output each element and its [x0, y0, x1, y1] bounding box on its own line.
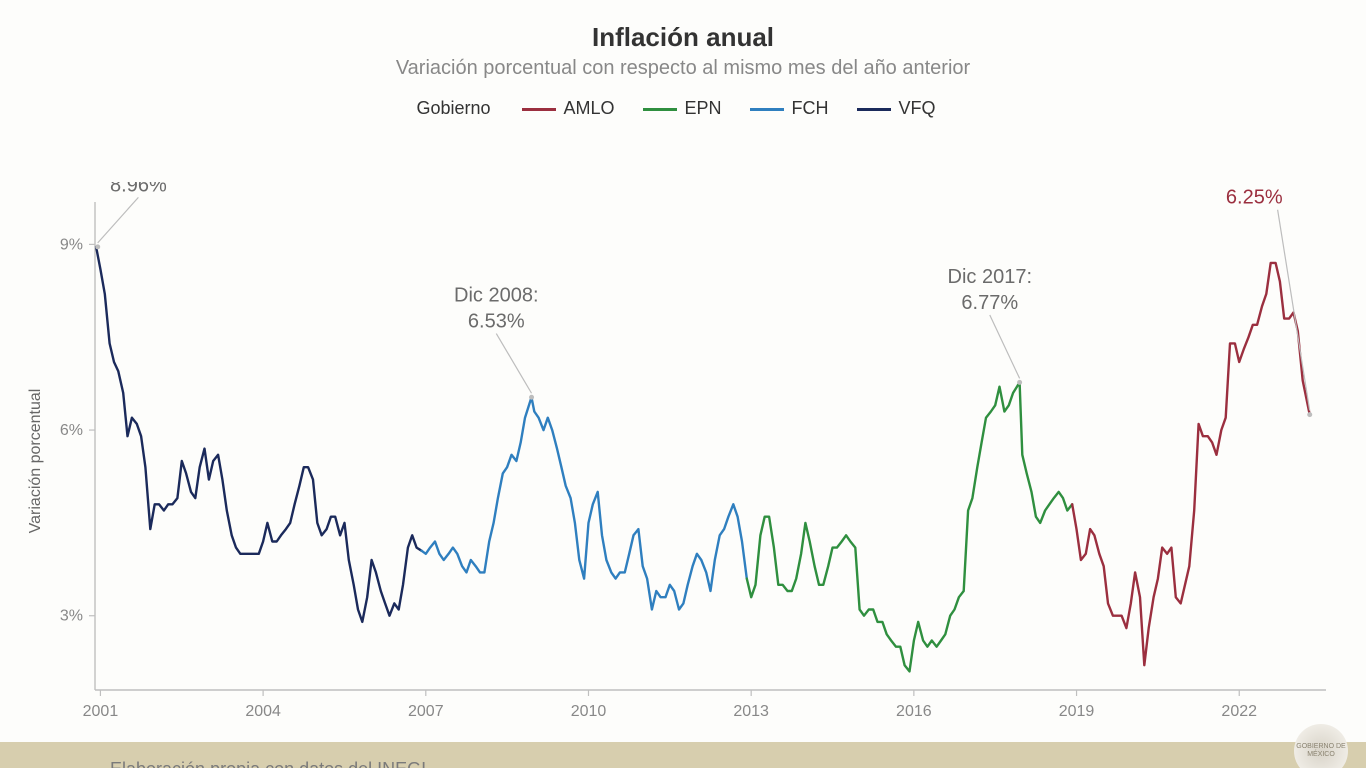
legend-item-vfq: VFQ — [857, 98, 936, 118]
annotation-dot — [1017, 380, 1022, 385]
x-tick-label: 2022 — [1221, 703, 1257, 720]
series-amlo — [1072, 263, 1310, 665]
x-tick-label: 2007 — [408, 703, 444, 720]
x-tick-label: 2016 — [896, 703, 932, 720]
annotation-dot — [1307, 412, 1312, 417]
legend-text: AMLO — [564, 98, 615, 118]
annotation-leader — [496, 334, 531, 394]
annotation-title: Dic 2017: — [948, 266, 1033, 288]
series-vfq — [96, 247, 421, 622]
x-tick-label: 2019 — [1059, 703, 1095, 720]
annotation-title: Dic 2008: — [454, 285, 539, 307]
x-tick-label: 2013 — [733, 703, 769, 720]
series-epn — [747, 382, 1072, 671]
annotation-dot — [95, 244, 100, 249]
legend-item-amlo: AMLO — [522, 98, 615, 118]
annotation-value: 6.25% — [1226, 187, 1283, 209]
annotation-dot — [529, 395, 534, 400]
annotation-title: Abr 2023: — [1196, 182, 1283, 183]
annotation-value: 6.53% — [468, 311, 525, 333]
line-chart: 3% 6% 9% Variación porcentual 2001 2004 2007 20… — [0, 182, 1366, 742]
legend-swatch — [643, 108, 677, 111]
legend-swatch — [857, 108, 891, 111]
y-tick-label: 3% — [60, 608, 83, 625]
source-text: Elaboración propia con datos del INEGI. — [110, 759, 431, 768]
legend: Gobierno AMLO EPN FCH VFQ — [0, 98, 1366, 119]
legend-item-fch: FCH — [750, 98, 829, 118]
legend-swatch — [750, 108, 784, 111]
legend-text: VFQ — [899, 98, 936, 118]
annotation-value: 6.77% — [961, 292, 1018, 314]
annotation-leader — [990, 315, 1020, 378]
series-fch — [422, 397, 747, 609]
x-tick-label: 2010 — [571, 703, 607, 720]
y-tick-label: 9% — [60, 236, 83, 253]
legend-swatch — [522, 108, 556, 111]
y-axis-label: Variación porcentual — [27, 389, 44, 534]
legend-text: FCH — [792, 98, 829, 118]
chart-area: 3% 6% 9% Variación porcentual 2001 2004 2007 20… — [0, 182, 1366, 730]
annotation-leader — [98, 197, 139, 243]
legend-text: EPN — [685, 98, 722, 118]
chart-title: Inflación anual — [0, 22, 1366, 53]
x-tick-label: 2001 — [83, 703, 119, 720]
legend-item-epn: EPN — [643, 98, 722, 118]
legend-label: Gobierno — [416, 98, 490, 118]
x-tick-label: 2004 — [245, 703, 281, 720]
annotation-value: 8.96% — [110, 182, 167, 196]
y-tick-label: 6% — [60, 422, 83, 439]
chart-subtitle: Variación porcentual con respecto al mis… — [0, 57, 1366, 80]
